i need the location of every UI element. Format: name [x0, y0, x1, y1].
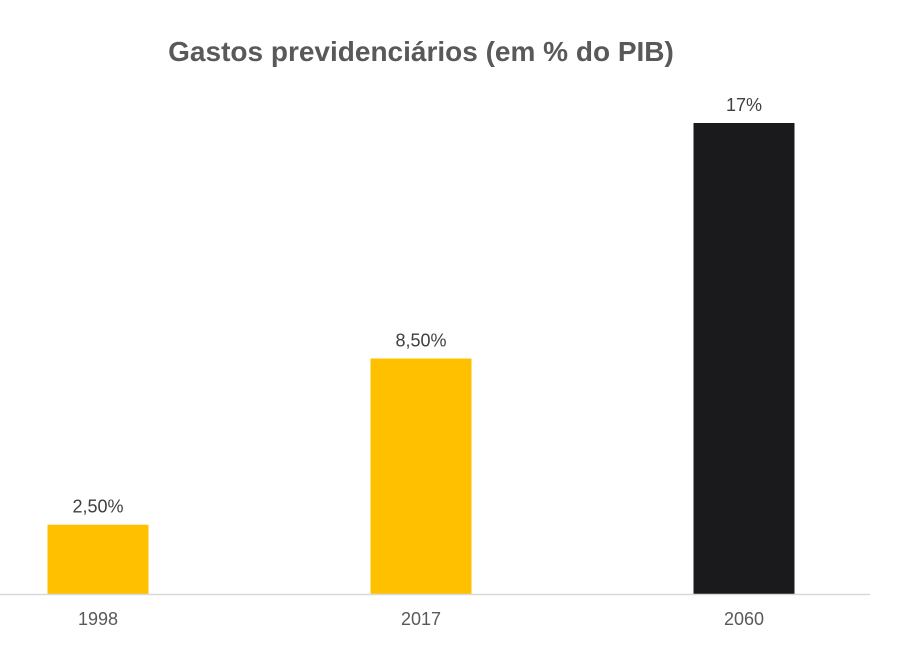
bar-1998: [47, 524, 149, 594]
data-label-2017: 8,50%: [395, 331, 446, 351]
data-label-2060: 17%: [726, 95, 762, 115]
x-tick-label-1998: 1998: [78, 609, 118, 629]
chart-title: Gastos previdenciários (em % do PIB): [168, 36, 674, 67]
labels-layer: 2,50% 1998 8,50% 2017 17% 2060: [72, 95, 764, 629]
x-tick-label-2060: 2060: [724, 609, 764, 629]
bars-layer: [47, 123, 795, 594]
bar-2060: [693, 123, 795, 594]
data-label-1998: 2,50%: [72, 497, 123, 517]
x-tick-label-2017: 2017: [401, 609, 441, 629]
bar-2017: [370, 358, 472, 594]
